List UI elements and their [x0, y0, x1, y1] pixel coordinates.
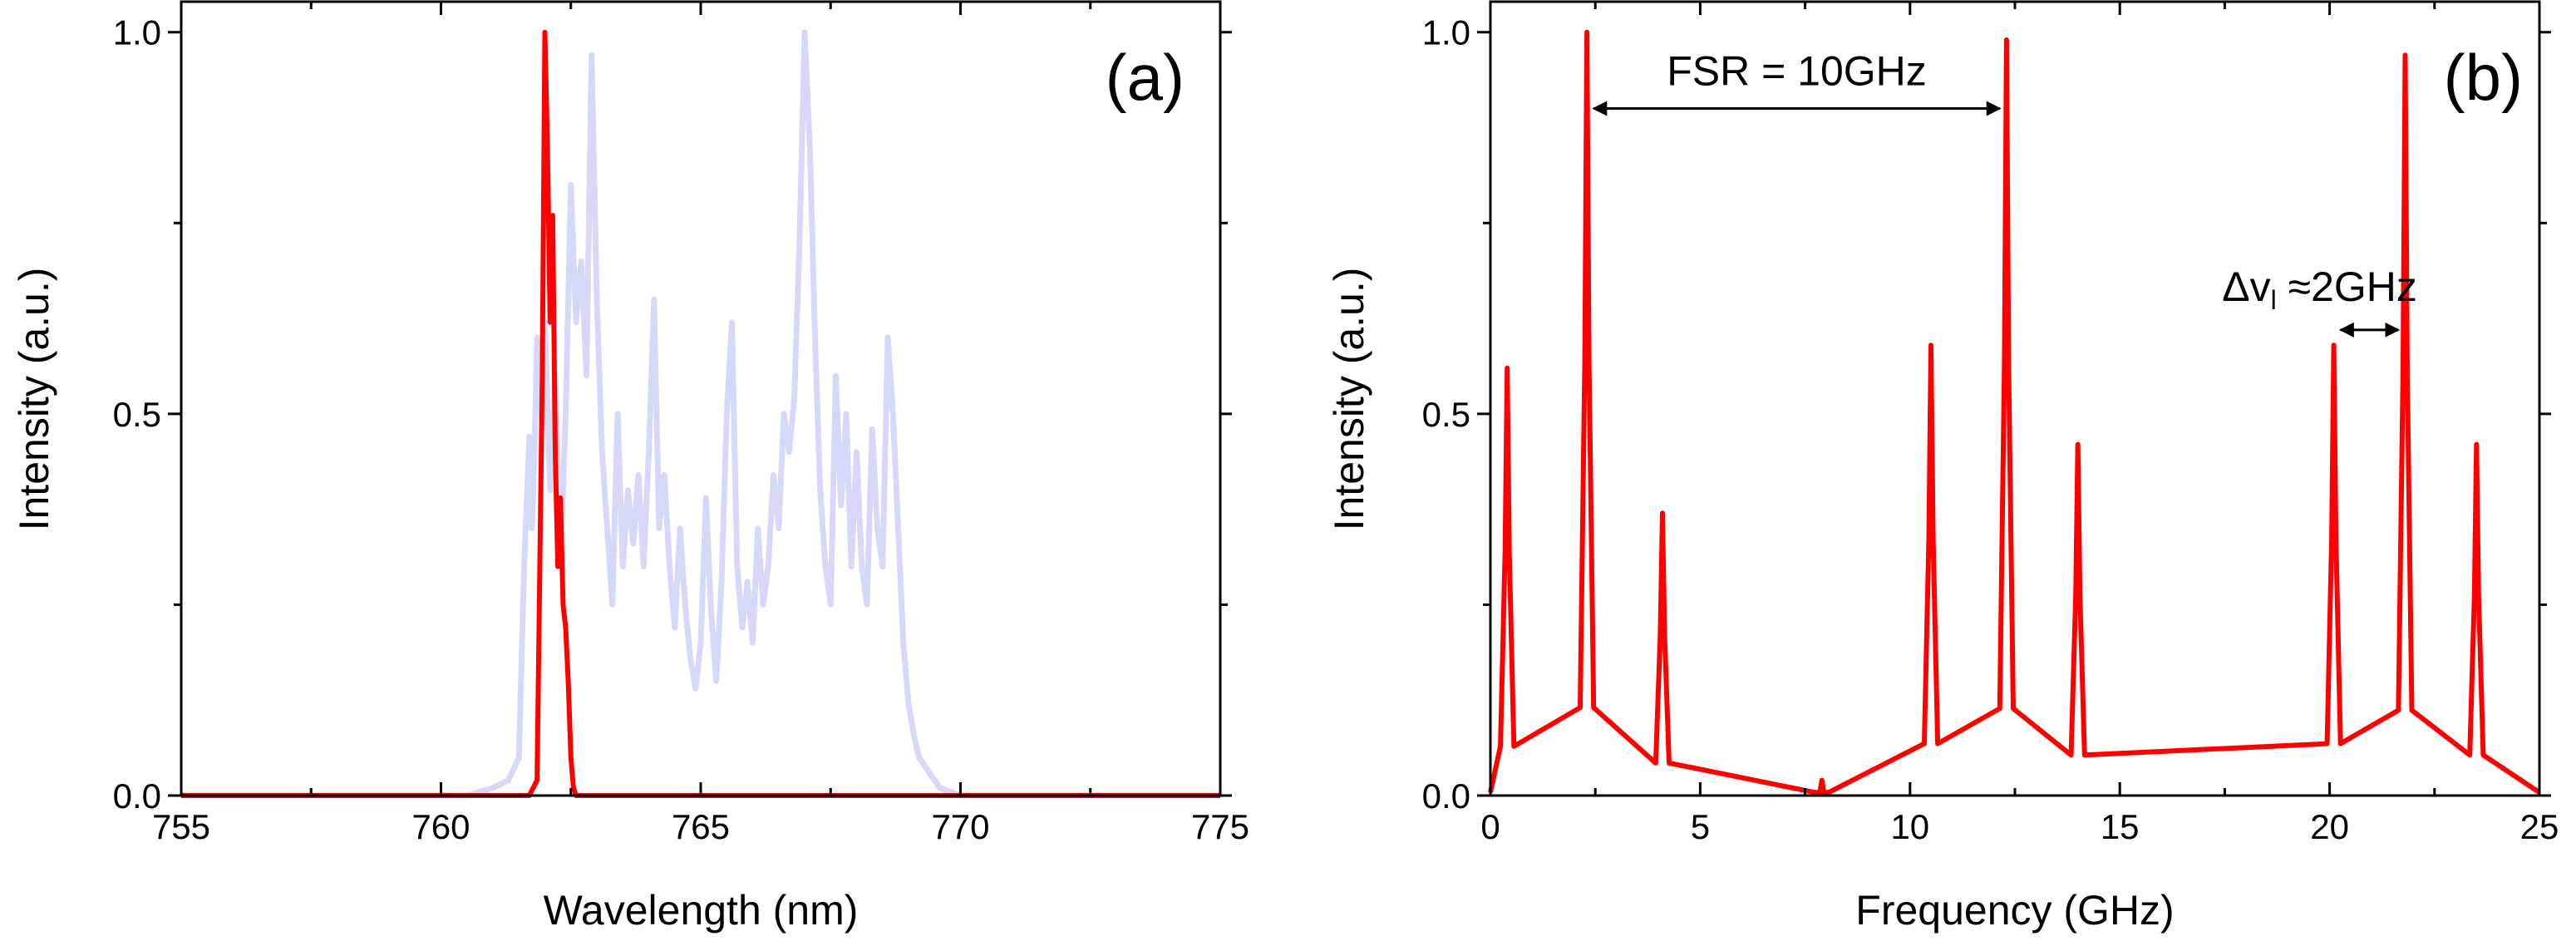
panel-b-chart: 0 5 10 15 20 25 0.0 0.5 1.0 FSR = 10GHz Δvl ≈2GH… [1326, 0, 2559, 934]
linewidth-annotation-symbol: Δv [2222, 264, 2270, 310]
panel-b-x-tick-label: 20 [2310, 807, 2349, 846]
panel-b-label: (b) [2444, 41, 2523, 114]
panel-a-chart: 755 760 765 770 775 0.0 0.5 1.0 (a) Wavelength … [11, 0, 1249, 934]
panel-b-x-tick-label: 25 [2520, 807, 2559, 846]
panel-a-y-tick-label: 0.0 [113, 776, 161, 815]
panel-a-plot-area [181, 29, 1220, 799]
linewidth-annotation-value: ≈2GHz [2277, 264, 2417, 310]
panel-a-axes-frame [180, 0, 1222, 797]
fsr-annotation-text: FSR = 10GHz [1667, 48, 1927, 95]
panel-b-ticks: 0 5 10 15 20 25 0.0 0.5 1.0 [1422, 2, 2559, 846]
panel-a-label: (a) [1106, 41, 1185, 114]
panel-a-x-tick-label: 765 [672, 807, 730, 846]
panel-b-y-tick-label: 0.0 [1422, 776, 1470, 815]
panel-b-x-axis-label: Frequency (GHz) [1855, 887, 2174, 934]
panel-a-ticks: 755 760 765 770 775 0.0 0.5 1.0 [113, 2, 1249, 846]
panel-b-y-tick-label: 0.5 [1422, 395, 1470, 434]
panel-a-x-tick-label: 755 [152, 807, 210, 846]
panel-b-series-1-line [1488, 29, 2541, 796]
panel-b-plot-area [1488, 29, 2541, 796]
panel-b-y-axis-label: Intensity (a.u.) [1326, 268, 1372, 531]
panel-a-x-tick-label: 760 [411, 807, 470, 846]
panel-b-x-tick-label: 10 [1890, 807, 1929, 846]
linewidth-annotation-subscript: l [2271, 285, 2277, 315]
panel-a-y-tick-label: 0.5 [113, 395, 161, 434]
panel-b-annotations: FSR = 10GHz Δvl ≈2GHz [1592, 48, 2417, 338]
panel-a-x-tick-label: 770 [931, 807, 989, 846]
linewidth-annotation-text: Δvl ≈2GHz [2222, 264, 2417, 315]
panel-a-x-tick-label: 775 [1191, 807, 1249, 846]
panel-a-y-tick-label: 1.0 [113, 13, 161, 52]
panel-a-series-1-line [181, 29, 1220, 799]
panel-a-series-2-line [181, 29, 1220, 798]
panel-b-y-tick-label: 1.0 [1422, 13, 1470, 52]
panel-b-x-tick-label: 5 [1691, 807, 1710, 846]
panel-b-x-tick-label: 15 [2101, 807, 2140, 846]
panel-a-x-axis-label: Wavelength (nm) [544, 887, 859, 934]
panel-b-x-tick-label: 0 [1480, 807, 1500, 846]
panel-a-y-axis-label: Intensity (a.u.) [11, 268, 57, 531]
